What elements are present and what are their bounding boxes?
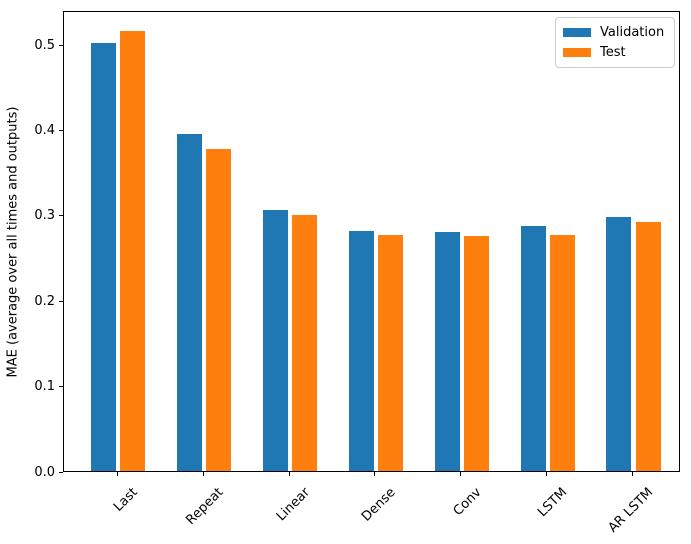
bar-validation-linear — [262, 209, 288, 471]
bar-validation-lstm — [520, 226, 546, 471]
x-tick-label-repeat: Repeat — [183, 485, 227, 528]
legend-swatch-test — [563, 48, 591, 57]
legend-item-validation: Validation — [563, 25, 664, 40]
x-tick-mark — [374, 472, 376, 476]
plot-area — [63, 11, 680, 472]
y-tick-label: 0.2 — [34, 293, 55, 309]
bar-validation-dense — [348, 231, 374, 471]
y-tick-mark — [59, 300, 63, 302]
y-axis-label: MAE (average over all times and outputs) — [5, 106, 21, 378]
legend-label-validation: Validation — [600, 25, 665, 40]
bar-test-dense — [378, 235, 403, 471]
legend-label-test: Test — [600, 45, 626, 60]
y-tick-label: 0.0 — [34, 464, 55, 480]
bar-validation-last — [91, 43, 117, 471]
y-tick-mark — [59, 130, 63, 132]
x-tick-label-last: Last — [111, 485, 141, 515]
x-tick-label-lstm: LSTM — [535, 485, 571, 521]
x-tick-label-ar-lstm: AR LSTM — [605, 485, 657, 536]
x-tick-mark — [460, 472, 462, 476]
bar-test-lstm — [549, 234, 575, 471]
bar-validation-repeat — [177, 133, 203, 471]
y-tick-label: 0.4 — [34, 123, 55, 139]
bar-test-repeat — [206, 149, 232, 471]
bar-validation-ar-lstm — [606, 216, 632, 471]
y-tick-label: 0.5 — [34, 37, 55, 53]
x-tick-mark — [116, 472, 118, 476]
legend-swatch-validation — [563, 28, 591, 37]
x-tick-label-conv: Conv — [450, 485, 485, 519]
y-tick-label: 0.3 — [34, 208, 55, 224]
x-tick-label-dense: Dense — [358, 485, 399, 525]
y-tick-mark — [59, 215, 63, 217]
x-tick-mark — [202, 472, 204, 476]
legend: Validation Test — [555, 17, 676, 68]
y-tick-mark — [59, 386, 63, 388]
y-tick-mark — [59, 44, 63, 46]
bar-test-conv — [463, 236, 489, 471]
legend-item-test: Test — [563, 45, 664, 60]
bar-test-linear — [292, 214, 318, 471]
x-tick-mark — [632, 472, 634, 476]
x-tick-mark — [288, 472, 290, 476]
bar-test-last — [120, 31, 146, 471]
bar-validation-conv — [434, 231, 460, 471]
y-tick-label: 0.1 — [34, 379, 55, 395]
y-tick-mark — [59, 471, 63, 473]
bar-test-ar-lstm — [635, 221, 661, 471]
x-tick-mark — [546, 472, 548, 476]
x-tick-label-linear: Linear — [273, 485, 313, 525]
